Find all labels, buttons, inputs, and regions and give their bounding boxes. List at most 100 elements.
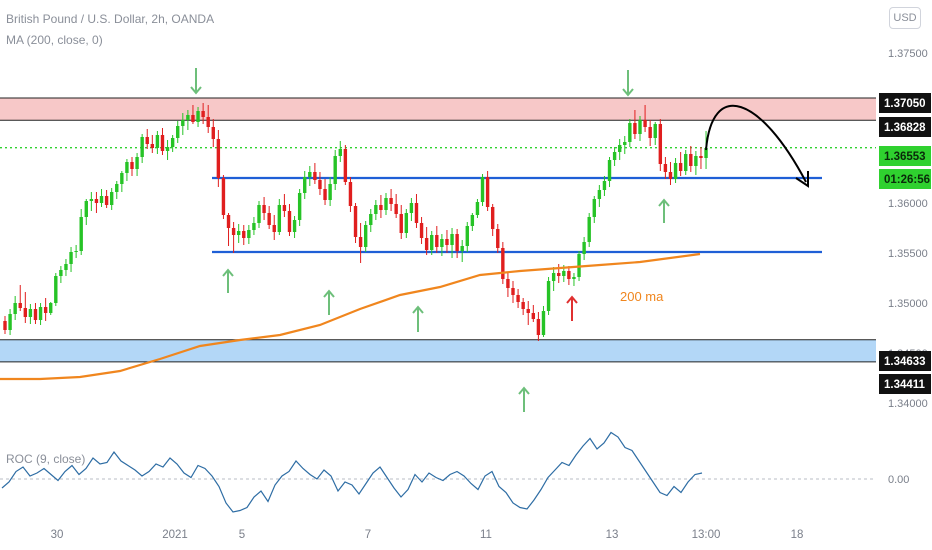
candle xyxy=(399,205,403,239)
price-axis[interactable]: 1.375001.370001.365001.360001.355001.350… xyxy=(888,48,928,486)
candle xyxy=(155,131,160,154)
up-arrow-icon xyxy=(323,289,335,315)
candle-body xyxy=(226,215,231,228)
candle-body xyxy=(648,127,652,138)
candle-body xyxy=(104,196,109,205)
candlestick-series xyxy=(3,103,708,341)
candle-body xyxy=(521,302,525,309)
candle xyxy=(521,298,525,315)
price-badge: 1.37050 xyxy=(879,93,931,113)
candle xyxy=(297,189,302,226)
candle-body xyxy=(460,246,464,251)
candle-body xyxy=(536,319,541,335)
candle-body xyxy=(369,214,373,225)
candle-body xyxy=(282,205,287,211)
candle xyxy=(28,304,33,324)
candle-body xyxy=(343,149,348,182)
candle xyxy=(13,296,17,320)
candle xyxy=(8,309,12,335)
candle-body xyxy=(638,120,642,134)
candle-body xyxy=(353,206,358,237)
candle xyxy=(617,139,622,160)
candle xyxy=(470,213,475,231)
up-arrow-icon xyxy=(222,268,234,293)
price-badge-label: 1.34633 xyxy=(884,356,926,368)
candle-body xyxy=(374,205,378,214)
projection-curve[interactable] xyxy=(705,104,807,183)
candle xyxy=(363,221,368,252)
candle xyxy=(409,198,414,221)
candle xyxy=(587,213,591,247)
candle-body xyxy=(323,189,327,200)
candle xyxy=(389,189,393,211)
candle xyxy=(678,152,683,176)
candle-body xyxy=(69,252,73,264)
candle xyxy=(450,228,454,258)
candle xyxy=(160,128,165,155)
price-badge: 1.34411 xyxy=(879,374,931,394)
candle-body xyxy=(623,142,627,145)
currency-button[interactable]: USD xyxy=(889,7,921,29)
candle xyxy=(694,151,698,175)
candle xyxy=(338,141,342,162)
candle xyxy=(23,292,28,323)
support-zone xyxy=(0,339,876,362)
candle-body xyxy=(394,204,398,214)
candle-body xyxy=(440,239,444,247)
candle-body xyxy=(546,281,551,311)
candle xyxy=(120,171,124,192)
candle xyxy=(435,226,439,253)
price-axis-label: 1.35000 xyxy=(888,298,928,310)
candle xyxy=(658,119,663,171)
down-arrow-icon xyxy=(190,68,202,95)
candle xyxy=(43,298,48,321)
candle xyxy=(653,122,657,145)
candle-body xyxy=(379,205,383,210)
price-badge-bg xyxy=(879,117,931,137)
candle xyxy=(257,201,261,228)
candle xyxy=(480,174,485,206)
price-badge-bg xyxy=(879,374,931,394)
candle xyxy=(643,105,647,132)
candle xyxy=(673,158,678,183)
candle xyxy=(49,302,53,315)
candle xyxy=(348,177,353,212)
projection-arrowhead xyxy=(795,171,809,188)
candle-body xyxy=(211,127,215,139)
candle-body xyxy=(470,215,475,226)
candle-body xyxy=(18,303,22,308)
candle-body xyxy=(89,199,94,201)
candle xyxy=(394,194,398,218)
candle-body xyxy=(658,124,663,164)
up-arrow-icon xyxy=(518,386,530,412)
roc-indicator-line xyxy=(1,431,703,513)
candle xyxy=(369,209,373,232)
candle xyxy=(221,175,226,219)
candle xyxy=(18,285,22,311)
candle xyxy=(374,200,378,220)
candle xyxy=(140,134,144,163)
moving-average-200-line xyxy=(0,252,701,381)
candle-body xyxy=(607,160,612,181)
candle-body xyxy=(221,178,226,215)
roc-axis-label: 0.00 xyxy=(888,474,909,486)
candle-body xyxy=(231,228,236,235)
candle xyxy=(445,230,449,253)
candle-body xyxy=(328,184,332,200)
down-arrow-icon xyxy=(622,70,634,97)
candle-body xyxy=(485,177,490,207)
candle xyxy=(64,259,68,276)
candle-body xyxy=(612,152,617,160)
candle-body xyxy=(430,235,434,250)
candle xyxy=(541,306,546,337)
candle xyxy=(145,129,149,149)
candle-body xyxy=(242,231,246,238)
candle xyxy=(506,272,510,297)
time-axis-label: 2021 xyxy=(162,529,188,541)
candle xyxy=(125,159,129,181)
candle-body xyxy=(155,135,160,148)
ma-indicator-label[interactable]: MA (200, close, 0) xyxy=(6,33,103,47)
time-axis[interactable]: 30 2021 5 7 11 13 13:00 18 xyxy=(51,529,804,541)
roc-indicator-label[interactable]: ROC (9, close) xyxy=(6,452,86,466)
